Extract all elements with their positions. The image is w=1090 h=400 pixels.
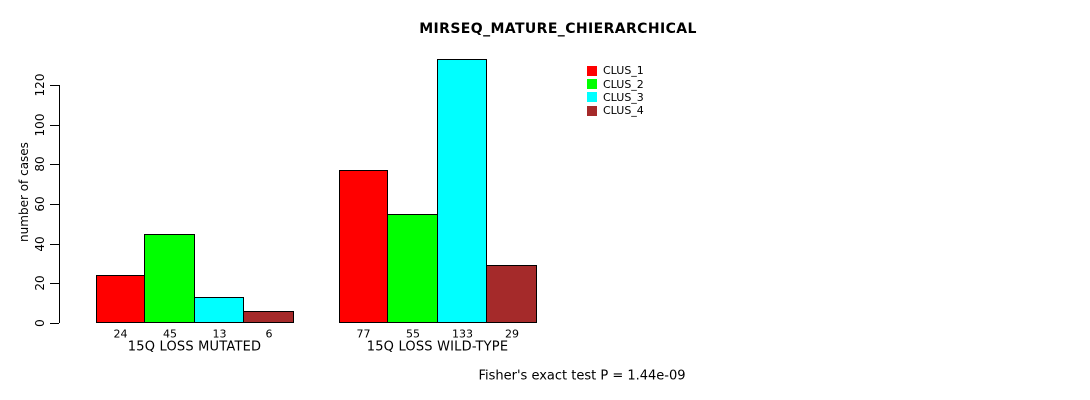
y-tick-mark — [50, 204, 59, 205]
x-category-label: 15Q LOSS WILD-TYPE — [366, 339, 509, 355]
bar-value-label: 45 — [163, 327, 177, 340]
legend-label: CLUS_3 — [603, 90, 644, 104]
bar-value-label: 133 — [452, 327, 473, 340]
legend-color-swatch — [587, 65, 597, 76]
y-tick-label: 40 — [33, 236, 47, 252]
legend-item: CLUS_3 — [587, 91, 644, 104]
legend-item: CLUS_4 — [587, 104, 644, 117]
y-tick-label: 80 — [33, 156, 47, 172]
legend: CLUS_1 CLUS_2 CLUS_3 CLUS_4 — [587, 64, 644, 118]
y-tick-mark — [50, 323, 59, 324]
bar-value-label: 29 — [505, 327, 519, 340]
bar-clus_2-g1 — [144, 234, 195, 323]
bar-clus_3-g2 — [437, 59, 487, 323]
bar-value-label: 55 — [406, 327, 420, 340]
bar-clus_1-g2 — [339, 170, 388, 323]
legend-label: CLUS_4 — [603, 104, 644, 118]
bar-clus_3-g1 — [194, 297, 244, 323]
x-category-label: 15Q LOSS MUTATED — [127, 339, 262, 355]
y-tick-label: 20 — [33, 275, 47, 291]
bar-clus_2-g2 — [387, 214, 438, 323]
y-tick-mark — [50, 244, 59, 245]
bar-clus_4-g1 — [243, 311, 294, 323]
legend-item: CLUS_2 — [587, 77, 644, 90]
y-axis-title: number of cases — [17, 142, 31, 242]
y-axis-line — [59, 85, 60, 323]
bar-value-label: 24 — [113, 327, 128, 340]
bar-clus_1-g1 — [96, 275, 145, 323]
legend-label: CLUS_1 — [603, 64, 644, 78]
chart-title: MIRSEQ_MATURE_CHIERARCHICAL — [419, 21, 697, 37]
bar-value-label: 77 — [356, 327, 371, 340]
fisher-test-annotation: Fisher's exact test P = 1.44e-09 — [478, 368, 686, 384]
y-tick-mark — [50, 125, 59, 126]
y-tick-label: 60 — [33, 196, 47, 212]
legend-item: CLUS_1 — [587, 64, 644, 77]
y-tick-label: 100 — [33, 113, 47, 137]
legend-color-swatch — [587, 105, 597, 116]
y-tick-mark — [50, 164, 59, 165]
bar-value-label: 13 — [212, 327, 227, 340]
bar-clus_4-g2 — [486, 265, 537, 323]
legend-color-swatch — [587, 79, 597, 90]
bar-value-label: 6 — [265, 327, 273, 340]
y-tick-label: 120 — [33, 73, 47, 97]
y-tick-label: 0 — [33, 319, 47, 327]
legend-color-swatch — [587, 92, 597, 103]
y-tick-mark — [50, 283, 59, 284]
y-tick-mark — [50, 85, 59, 86]
legend-label: CLUS_2 — [603, 77, 644, 91]
